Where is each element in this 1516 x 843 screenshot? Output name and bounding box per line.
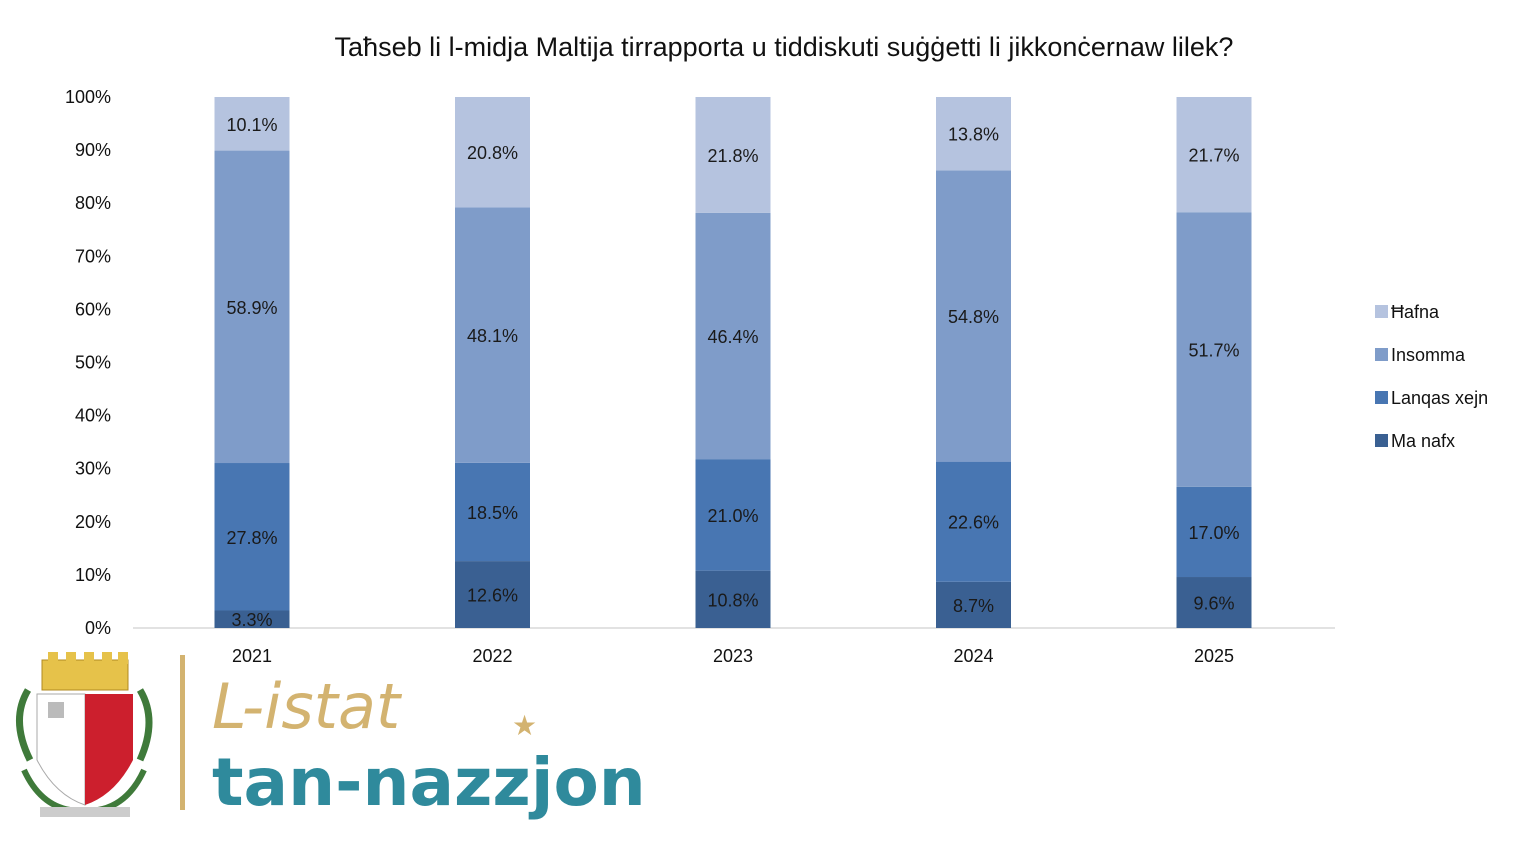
- y-tick-label: 30%: [75, 459, 111, 479]
- data-label: 51.7%: [1188, 340, 1239, 360]
- bar-segment: [695, 570, 771, 628]
- legend-swatch: [1375, 391, 1388, 404]
- y-tick-label: 60%: [75, 299, 111, 319]
- bar-segment: [1176, 486, 1252, 578]
- data-label: 21.7%: [1188, 146, 1239, 166]
- y-tick-label: 40%: [75, 406, 111, 426]
- x-axis: 2021 2022 2023 2024 2025: [232, 646, 1234, 666]
- data-label: 9.6%: [1193, 594, 1234, 614]
- legend-swatch: [1375, 434, 1388, 447]
- x-tick-label: 2021: [232, 646, 272, 666]
- y-tick-label: 90%: [75, 140, 111, 160]
- y-tick-label: 50%: [75, 353, 111, 373]
- bar-segment: [936, 581, 1011, 628]
- y-tick-label: 0%: [85, 618, 111, 638]
- bar-segment: [1176, 97, 1252, 213]
- y-axis: 0% 10% 20% 30% 40% 50% 60% 70% 80% 90% 100%: [65, 87, 111, 638]
- x-tick-label: 2024: [953, 646, 993, 666]
- legend: Ħafna Insomma Lanqas xejn Ma nafx: [1375, 302, 1488, 451]
- logo-line-1: L-istat: [212, 670, 403, 743]
- data-label: 46.4%: [707, 327, 758, 347]
- x-tick-label: 2025: [1194, 646, 1234, 666]
- bar-segment: [214, 150, 290, 464]
- logo-line-2: tan-nazzjon: [212, 744, 646, 821]
- legend-label: Lanqas xejn: [1391, 388, 1488, 408]
- bar-segment: [1176, 212, 1252, 487]
- data-label: 18.5%: [467, 503, 518, 523]
- data-label: 58.9%: [226, 298, 277, 318]
- data-label: 22.6%: [948, 513, 999, 533]
- chart-title: Taħseb li l-midja Maltija tirrapporta u …: [335, 32, 1234, 62]
- malta-crest-icon: [16, 652, 153, 817]
- data-label: 21.8%: [707, 146, 758, 166]
- data-label: 8.7%: [953, 596, 994, 616]
- bar-segment: [214, 610, 290, 628]
- legend-label: Ħafna: [1391, 302, 1440, 322]
- data-label: 12.6%: [467, 586, 518, 606]
- bar-segment: [214, 463, 290, 611]
- legend-swatch: [1375, 305, 1388, 318]
- bar-segment: [695, 212, 771, 460]
- bar-segment: [695, 97, 771, 213]
- y-tick-label: 20%: [75, 512, 111, 532]
- bars: 3.3% 27.8% 58.9% 10.1% 12.6% 18.5% 48.1% 20.8% 1…: [214, 97, 1252, 630]
- data-label: 48.1%: [467, 326, 518, 346]
- data-label: 10.8%: [707, 590, 758, 610]
- data-label: 10.1%: [226, 115, 277, 135]
- bar-segment: [695, 459, 771, 571]
- bar-segment: [936, 461, 1011, 582]
- bar-segment: [936, 97, 1011, 171]
- data-label: 21.0%: [707, 506, 758, 526]
- y-tick-label: 80%: [75, 193, 111, 213]
- logo: L-istat tan-nazzjon ★: [16, 652, 646, 821]
- logo-divider: [180, 655, 185, 810]
- y-tick-label: 70%: [75, 246, 111, 266]
- legend-label: Ma nafx: [1391, 431, 1455, 451]
- data-label: 20.8%: [467, 143, 518, 163]
- data-label: 54.8%: [948, 307, 999, 327]
- data-label: 27.8%: [226, 528, 277, 548]
- bar-segment: [455, 462, 530, 562]
- bar-segment: [455, 561, 530, 628]
- data-label: 13.8%: [948, 125, 999, 145]
- y-tick-label: 100%: [65, 87, 111, 107]
- x-tick-label: 2022: [472, 646, 512, 666]
- bar-segment: [1176, 577, 1252, 628]
- y-tick-label: 10%: [75, 565, 111, 585]
- x-tick-label: 2023: [713, 646, 753, 666]
- data-label: 17.0%: [1188, 523, 1239, 543]
- bar-segment: [214, 97, 290, 151]
- bar-segment: [455, 97, 530, 208]
- data-label: 3.3%: [231, 610, 272, 630]
- star-icon: ★: [512, 710, 537, 741]
- bar-segment: [936, 170, 1011, 462]
- bar-segment: [455, 207, 530, 463]
- legend-swatch: [1375, 348, 1388, 361]
- legend-label: Insomma: [1391, 345, 1466, 365]
